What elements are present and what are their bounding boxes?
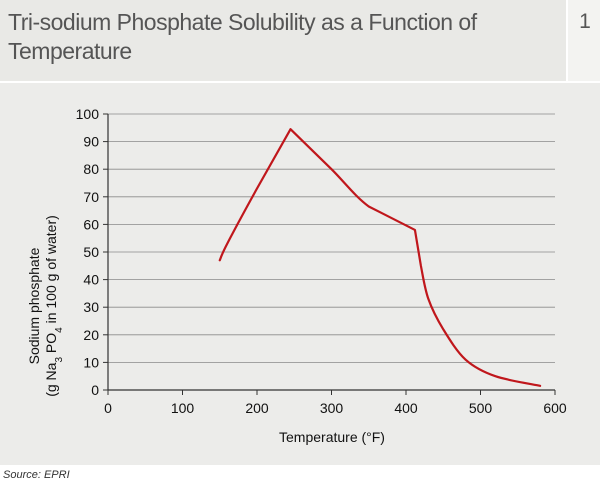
figure-number: 1 [566, 0, 600, 81]
y-tick-label: 0 [91, 382, 99, 398]
x-tick-label: 200 [245, 400, 269, 416]
y-tick-label: 40 [83, 272, 99, 288]
x-axis-title: Temperature (°F) [279, 429, 385, 445]
y-tick-label: 70 [83, 189, 99, 205]
grid-lines [108, 113, 555, 363]
x-tick-label: 600 [543, 400, 567, 416]
series-layer [218, 128, 542, 387]
x-tick-label: 400 [394, 400, 418, 416]
solubility-chart: 0 10 20 30 40 50 60 70 80 90 100 0 100 200 300 400 500 60… [26, 106, 567, 445]
source-note: Source: EPRI [3, 469, 70, 481]
tick-labels: 0 10 20 30 40 50 60 70 80 90 100 0 100 200 300 400 500 60… [76, 106, 567, 416]
x-tick-label: 100 [171, 400, 195, 416]
y-tick-label: 90 [83, 134, 99, 150]
x-tick-label: 0 [104, 400, 112, 416]
y-axis-title-line1: Sodium phosphate [26, 247, 42, 364]
y-tick-label: 100 [76, 106, 100, 122]
y-axis-title-line2: (g Na3 PO4 in 100 g of water) [43, 215, 65, 397]
y-axis-title-line2-group: (g Na3 PO4 in 100 g of water) [43, 215, 65, 397]
x-tick-label: 500 [469, 400, 493, 416]
footer-divider [0, 465, 600, 467]
chart-title: Tri-sodium Phosphate Solubility as a Fun… [8, 9, 477, 64]
y-tick-label: 30 [83, 299, 99, 315]
y-tick-label: 20 [83, 327, 99, 343]
plot-panel [0, 83, 600, 465]
series-line-0 [218, 128, 542, 387]
y-tick-label: 10 [83, 354, 99, 370]
y-tick-label: 80 [83, 161, 99, 177]
axes [103, 113, 556, 395]
chart-header [0, 0, 600, 81]
y-tick-label: 60 [83, 216, 99, 232]
y-axis-title: Sodium phosphate [26, 247, 42, 364]
y-tick-label: 50 [83, 244, 99, 260]
x-tick-label: 300 [320, 400, 344, 416]
